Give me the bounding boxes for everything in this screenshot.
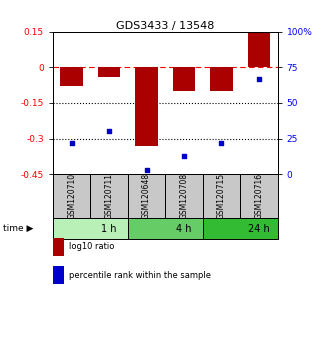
Title: GDS3433 / 13548: GDS3433 / 13548 — [116, 21, 214, 31]
Bar — [203, 174, 240, 218]
Bar — [91, 174, 128, 218]
Text: 24 h: 24 h — [248, 224, 270, 234]
Bar — [135, 67, 158, 146]
Text: GSM120716: GSM120716 — [255, 173, 264, 219]
Text: GSM120715: GSM120715 — [217, 173, 226, 219]
Bar — [98, 67, 120, 77]
Bar — [60, 67, 83, 86]
Point — [256, 76, 262, 82]
Bar — [240, 174, 278, 218]
Bar — [53, 174, 91, 218]
Text: GSM120711: GSM120711 — [105, 173, 114, 219]
Text: percentile rank within the sample: percentile rank within the sample — [69, 270, 211, 280]
Text: GSM120648: GSM120648 — [142, 173, 151, 219]
Bar — [173, 67, 195, 91]
Bar — [53, 218, 128, 239]
Text: GSM120708: GSM120708 — [179, 173, 188, 219]
Bar — [203, 218, 278, 239]
Bar — [248, 32, 270, 67]
Text: 1 h: 1 h — [101, 224, 117, 234]
Bar — [128, 174, 165, 218]
Bar — [210, 67, 233, 91]
Point — [107, 129, 112, 134]
Text: log10 ratio: log10 ratio — [69, 242, 114, 251]
Bar — [128, 218, 203, 239]
Text: time ▶: time ▶ — [3, 224, 34, 233]
Point — [181, 153, 187, 159]
Text: 4 h: 4 h — [176, 224, 192, 234]
Bar — [165, 174, 203, 218]
Point — [69, 140, 74, 145]
Point — [144, 167, 149, 173]
Text: GSM120710: GSM120710 — [67, 173, 76, 219]
Point — [219, 140, 224, 145]
